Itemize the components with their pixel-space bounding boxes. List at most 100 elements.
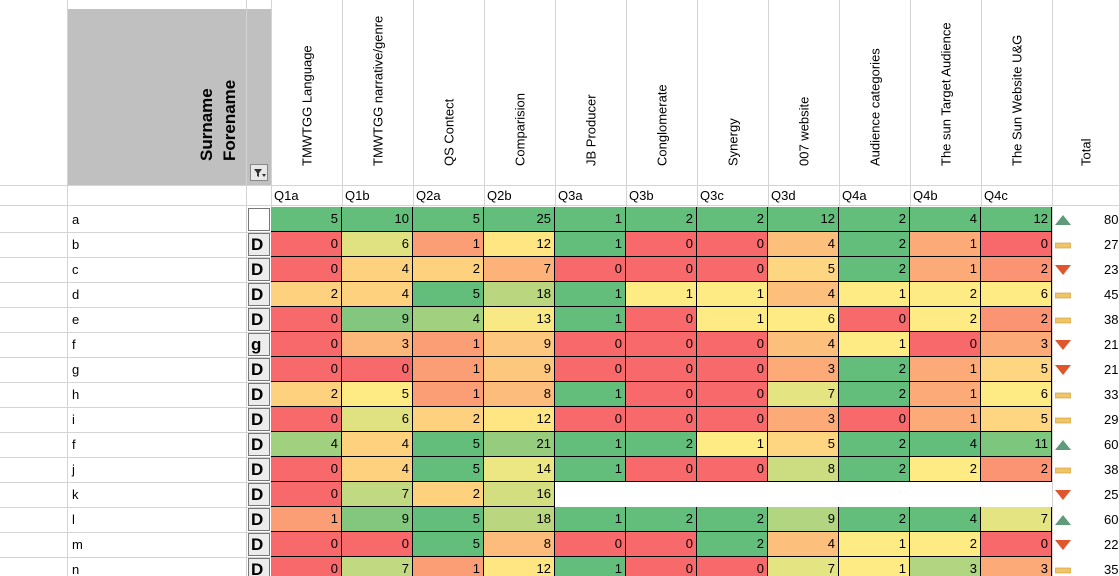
class-code-cell[interactable]: D bbox=[248, 283, 270, 306]
score-cell[interactable]: 1 bbox=[839, 282, 910, 307]
total-cell[interactable]: 60 bbox=[1052, 507, 1120, 532]
score-cell[interactable]: 1 bbox=[555, 282, 626, 307]
score-cell[interactable]: 0 bbox=[697, 232, 768, 257]
total-cell[interactable]: 22 bbox=[1052, 532, 1120, 557]
score-cell[interactable]: 0 bbox=[697, 407, 768, 432]
score-cell[interactable]: 2 bbox=[981, 457, 1052, 482]
class-code-cell[interactable]: D bbox=[248, 258, 270, 281]
score-cell[interactable]: 8 bbox=[768, 457, 839, 482]
score-cell[interactable]: 5 bbox=[271, 207, 342, 232]
score-cell[interactable]: 1 bbox=[413, 232, 484, 257]
total-cell[interactable]: 38 bbox=[1052, 307, 1120, 332]
score-cell[interactable]: 2 bbox=[839, 382, 910, 407]
score-cell[interactable]: 6 bbox=[768, 307, 839, 332]
score-cell[interactable]: 3 bbox=[768, 357, 839, 382]
score-cell[interactable]: 0 bbox=[271, 332, 342, 357]
score-cell[interactable]: 1 bbox=[839, 332, 910, 357]
score-cell[interactable]: 1 bbox=[555, 207, 626, 232]
score-cell[interactable]: 1 bbox=[555, 507, 626, 532]
class-code-cell[interactable]: g bbox=[248, 333, 270, 356]
total-cell[interactable]: 23 bbox=[1052, 257, 1120, 282]
score-cell[interactable]: 5 bbox=[981, 407, 1052, 432]
score-cell[interactable]: 0 bbox=[910, 332, 981, 357]
score-cell[interactable]: 12 bbox=[484, 232, 555, 257]
score-cell[interactable]: 4 bbox=[342, 257, 413, 282]
score-cell[interactable]: 1 bbox=[555, 457, 626, 482]
class-code-cell[interactable]: D bbox=[248, 558, 270, 576]
score-cell[interactable]: 4 bbox=[768, 282, 839, 307]
score-cell[interactable]: 5 bbox=[768, 432, 839, 457]
score-cell[interactable]: 0 bbox=[271, 407, 342, 432]
score-cell[interactable]: 2 bbox=[839, 357, 910, 382]
score-cell[interactable]: 3 bbox=[981, 557, 1052, 576]
score-cell[interactable]: 7 bbox=[981, 507, 1052, 532]
score-cell[interactable]: 2 bbox=[626, 432, 697, 457]
class-code-cell[interactable]: D bbox=[248, 233, 270, 256]
score-cell[interactable]: 1 bbox=[910, 232, 981, 257]
score-cell[interactable]: 18 bbox=[484, 507, 555, 532]
score-cell[interactable]: 8 bbox=[484, 382, 555, 407]
class-code-cell[interactable]: D bbox=[248, 508, 270, 531]
class-code-cell[interactable]: D bbox=[248, 433, 270, 456]
score-cell[interactable]: 2 bbox=[271, 382, 342, 407]
score-cell[interactable]: 2 bbox=[981, 257, 1052, 282]
score-cell[interactable]: 0 bbox=[271, 557, 342, 576]
score-cell[interactable]: 21 bbox=[484, 432, 555, 457]
score-cell[interactable]: 1 bbox=[697, 307, 768, 332]
score-cell[interactable]: 1 bbox=[910, 257, 981, 282]
score-cell[interactable]: 4 bbox=[910, 207, 981, 232]
score-cell[interactable]: 14 bbox=[484, 457, 555, 482]
score-cell[interactable]: 1 bbox=[839, 532, 910, 557]
score-cell[interactable]: 2 bbox=[271, 282, 342, 307]
score-cell[interactable]: 0 bbox=[626, 257, 697, 282]
score-cell[interactable]: 16 bbox=[484, 482, 555, 507]
score-cell[interactable]: 2 bbox=[413, 482, 484, 507]
score-cell[interactable]: 0 bbox=[626, 532, 697, 557]
score-cell[interactable]: 12 bbox=[484, 407, 555, 432]
score-cell[interactable]: 4 bbox=[768, 332, 839, 357]
score-cell[interactable]: 1 bbox=[555, 307, 626, 332]
total-cell[interactable]: 35 bbox=[1052, 557, 1120, 576]
score-cell[interactable]: 1 bbox=[413, 557, 484, 576]
score-cell[interactable]: 2 bbox=[910, 457, 981, 482]
score-cell[interactable]: 2 bbox=[839, 232, 910, 257]
total-cell[interactable]: 80 bbox=[1052, 207, 1120, 232]
score-cell[interactable]: 2 bbox=[839, 432, 910, 457]
score-cell[interactable]: 2 bbox=[697, 532, 768, 557]
class-code-cell[interactable] bbox=[248, 208, 270, 231]
score-cell[interactable]: 0 bbox=[981, 232, 1052, 257]
score-cell[interactable]: 0 bbox=[271, 257, 342, 282]
score-cell[interactable]: 6 bbox=[981, 282, 1052, 307]
score-cell[interactable]: 0 bbox=[271, 482, 342, 507]
score-cell[interactable]: 5 bbox=[413, 507, 484, 532]
score-cell-empty[interactable] bbox=[981, 482, 1052, 507]
score-cell-empty[interactable] bbox=[555, 482, 626, 507]
score-cell[interactable]: 0 bbox=[697, 257, 768, 282]
score-cell[interactable]: 5 bbox=[413, 282, 484, 307]
score-cell[interactable]: 1 bbox=[697, 432, 768, 457]
score-cell[interactable]: 0 bbox=[626, 332, 697, 357]
score-cell[interactable]: 1 bbox=[910, 407, 981, 432]
score-cell[interactable]: 0 bbox=[271, 457, 342, 482]
score-cell[interactable]: 1 bbox=[555, 432, 626, 457]
score-cell[interactable]: 5 bbox=[768, 257, 839, 282]
score-cell[interactable]: 5 bbox=[413, 532, 484, 557]
score-cell[interactable]: 0 bbox=[697, 382, 768, 407]
score-cell[interactable]: 9 bbox=[342, 307, 413, 332]
score-cell[interactable]: 3 bbox=[910, 557, 981, 576]
score-cell[interactable]: 1 bbox=[697, 282, 768, 307]
score-cell[interactable]: 0 bbox=[342, 532, 413, 557]
score-cell[interactable]: 4 bbox=[768, 232, 839, 257]
score-cell[interactable]: 2 bbox=[910, 282, 981, 307]
score-cell[interactable]: 5 bbox=[413, 457, 484, 482]
score-cell[interactable]: 0 bbox=[271, 532, 342, 557]
score-cell[interactable]: 4 bbox=[342, 457, 413, 482]
score-cell[interactable]: 5 bbox=[981, 357, 1052, 382]
score-cell[interactable]: 6 bbox=[342, 407, 413, 432]
score-cell[interactable]: 0 bbox=[697, 557, 768, 576]
score-cell[interactable]: 2 bbox=[626, 507, 697, 532]
score-cell[interactable]: 4 bbox=[910, 507, 981, 532]
score-cell[interactable]: 0 bbox=[555, 407, 626, 432]
score-cell[interactable]: 0 bbox=[697, 357, 768, 382]
score-cell[interactable]: 0 bbox=[697, 457, 768, 482]
